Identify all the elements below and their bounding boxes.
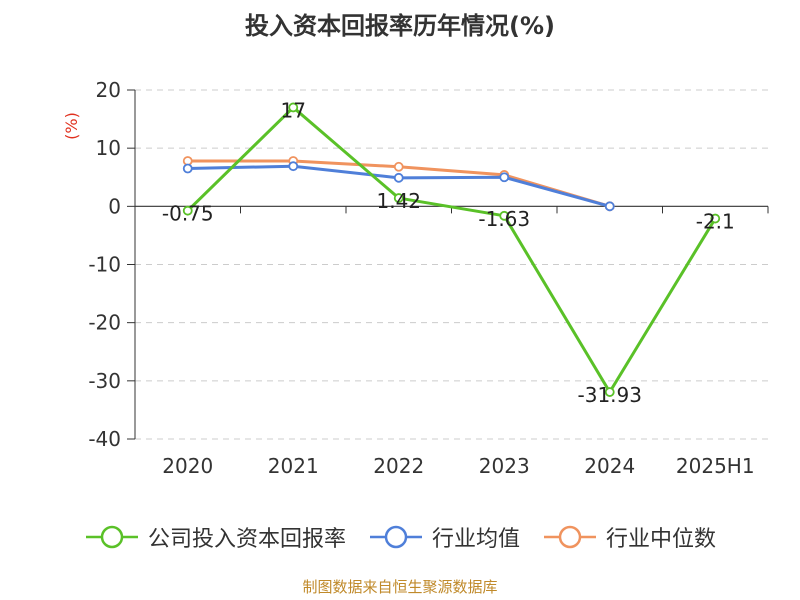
point-marker-industry_median — [393, 161, 404, 172]
x-tick-label: 2020 — [162, 454, 213, 478]
y-tick-label: -10 — [88, 253, 121, 277]
point-marker-industry_avg — [182, 163, 193, 174]
point-marker-company — [604, 387, 615, 397]
legend-item-company[interactable]: 公司投入资本回报率 — [84, 521, 346, 553]
point-marker-company — [393, 193, 404, 203]
point-marker-industry_avg — [499, 172, 510, 183]
y-tick-label: 0 — [108, 194, 121, 218]
data-label: -2.1 — [696, 210, 735, 234]
data-label: 1.42 — [376, 189, 421, 213]
y-tick-label: 20 — [96, 78, 121, 102]
legend-industry-avg-line-icon — [369, 525, 422, 549]
legend-industry-median-line-icon — [544, 525, 596, 549]
legend-industry-avg-marker — [384, 525, 408, 549]
x-tick-label: 2024 — [584, 454, 635, 478]
x-tick-label: 2023 — [479, 454, 530, 478]
data-label: -1.63 — [478, 207, 530, 231]
grid-lines — [135, 89, 768, 440]
legend-item-industry-avg[interactable]: 行业均值 — [368, 521, 520, 553]
legend-label-industry-median: 行业中位数 — [606, 527, 717, 552]
point-marker-company — [288, 102, 299, 113]
axes: 20 10 0 -10 -20 -30 -40 2020 2021 2022 2023 2024 202… — [62, 78, 769, 478]
source-footer: 制图数据来自恒生聚源数据库 — [302, 578, 498, 596]
legend-company-marker — [100, 525, 124, 549]
data-label: 17 — [281, 98, 306, 122]
point-marker-company — [182, 205, 193, 216]
y-axis-unit-label: (%) — [62, 112, 81, 140]
y-tick-label: -20 — [88, 311, 121, 335]
legend-company-line-icon — [85, 525, 138, 549]
legend-label-company: 公司投入资本回报率 — [147, 527, 346, 552]
y-tick-label: -40 — [88, 427, 121, 451]
data-label: -0.75 — [162, 202, 214, 226]
data-label: -31.93 — [578, 383, 642, 407]
x-tick-label: 2022 — [373, 454, 424, 478]
point-marker-industry_avg — [604, 201, 615, 212]
point-marker-company — [710, 213, 721, 224]
series-line-company — [186, 105, 717, 394]
legend-industry-median-marker — [558, 525, 582, 549]
x-tick-label: 2021 — [268, 454, 319, 478]
y-tick-label: -30 — [88, 369, 121, 393]
point-marker-industry_avg — [393, 172, 404, 183]
x-tick-label: 2025H1 — [676, 454, 755, 478]
point-marker-industry_avg — [288, 161, 299, 172]
chart-title: 投入资本回报率历年情况(%) — [245, 12, 555, 40]
y-tick-label: 10 — [96, 136, 121, 160]
point-marker-company — [499, 210, 510, 221]
legend-item-industry-median[interactable]: 行业中位数 — [542, 521, 716, 553]
legend: 公司投入资本回报率 行业均值 行业中位数 — [0, 520, 800, 554]
data-labels: -0.75 17 1.42 -1.63 -31.93 -2.1 — [162, 98, 735, 407]
series-lines — [182, 102, 721, 397]
legend-label-industry-avg: 行业均值 — [431, 527, 520, 552]
